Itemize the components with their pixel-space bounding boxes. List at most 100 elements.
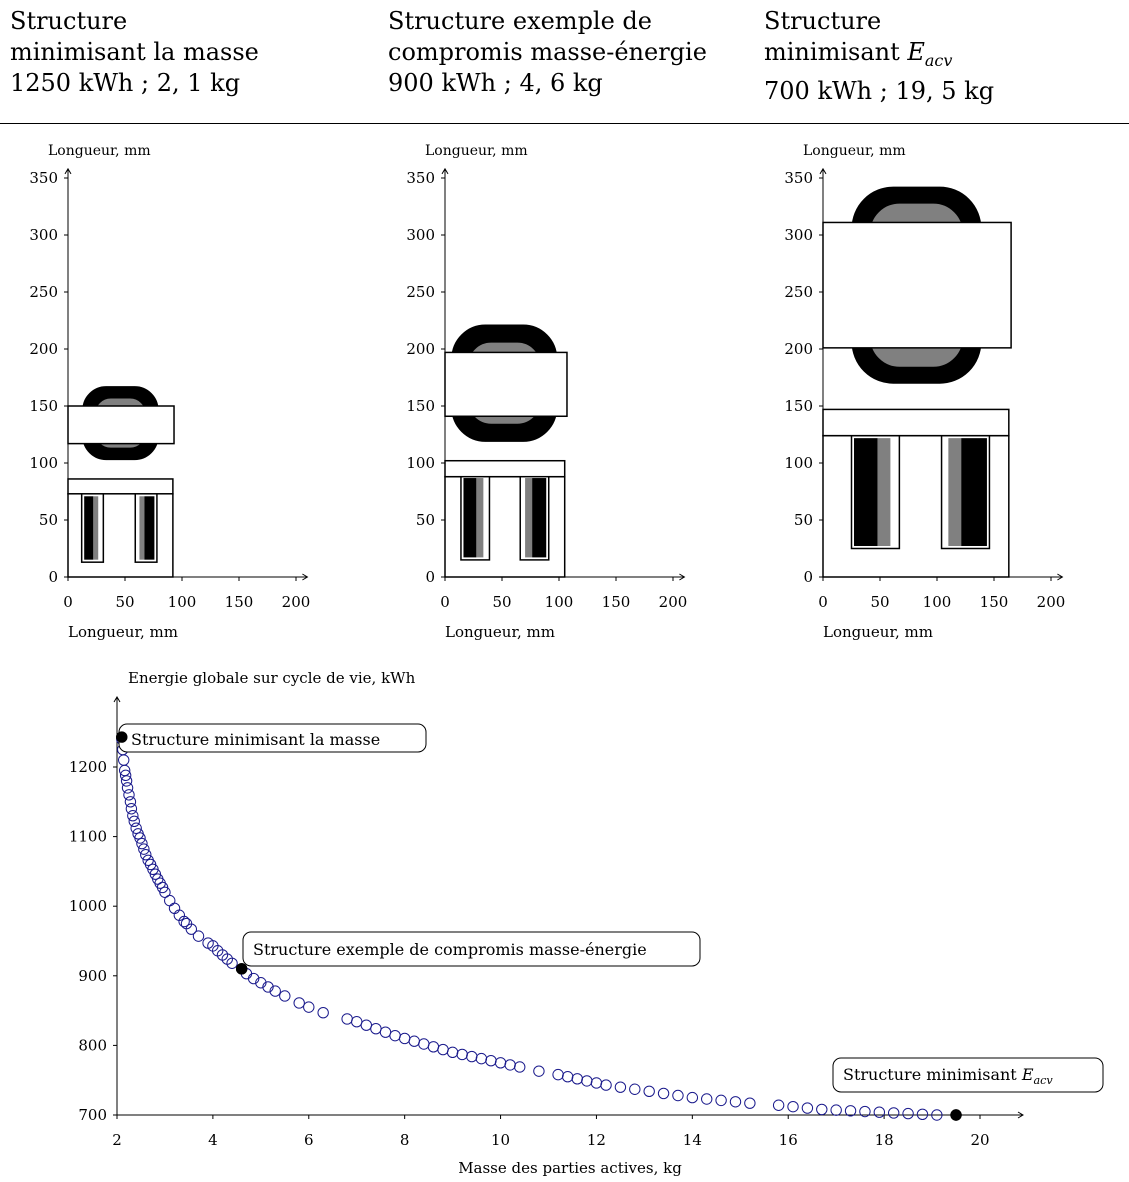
header-line: 1250 kWh ; 2, 1 kg xyxy=(10,69,241,97)
y-tick-label: 100 xyxy=(406,454,435,472)
data-point xyxy=(672,1089,684,1102)
data-point xyxy=(729,1096,742,1108)
header-line: compromis masse-énergie xyxy=(388,38,707,66)
winding-layer xyxy=(463,478,477,558)
data-point xyxy=(185,923,198,935)
data-point xyxy=(561,1071,574,1083)
x-tick-label: 100 xyxy=(923,593,952,611)
scatter-panel: 2 4 6 8 10 12 14 16 18 20 700 800 900 1000 1100 1200 Mas… xyxy=(69,669,1104,1177)
data-point xyxy=(494,1057,507,1069)
yoke-bar xyxy=(444,459,566,478)
winding-layer xyxy=(476,478,484,558)
data-point xyxy=(130,822,142,834)
winding-layer xyxy=(84,496,94,560)
data-point xyxy=(119,769,132,782)
data-point xyxy=(120,775,133,787)
y-tick-label: 250 xyxy=(784,283,813,301)
data-point xyxy=(164,894,176,907)
x-axis-arrow xyxy=(1017,1111,1024,1119)
winding-layer xyxy=(98,496,101,560)
winding-layer xyxy=(137,496,140,560)
x-axis-label: Longueur, mm xyxy=(823,623,933,641)
data-point xyxy=(192,930,205,942)
diagram-panel-3: 0 50 100 150 200 0 50 100 150 200 250 300 350 Longueu… xyxy=(784,143,1065,641)
annotation-box xyxy=(832,1057,1104,1093)
data-point xyxy=(125,803,138,815)
y-axis-arrow xyxy=(441,167,449,175)
data-point xyxy=(931,1109,943,1121)
data-point xyxy=(590,1077,603,1089)
data-point xyxy=(398,1032,411,1045)
data-point xyxy=(123,789,135,801)
x-tick-label: 4 xyxy=(208,1131,218,1149)
header-column-energy: Structure minimisant Eacv 700 kWh ; 19, … xyxy=(764,6,994,107)
data-point xyxy=(408,1035,420,1047)
y-axis-label: Longueur, mm xyxy=(48,143,151,159)
data-point xyxy=(657,1087,670,1100)
header-rule xyxy=(0,123,1129,124)
winding-layer xyxy=(877,438,891,546)
data-point xyxy=(571,1073,583,1085)
x-tick-label: 0 xyxy=(63,593,73,611)
data-point xyxy=(888,1107,900,1119)
x-tick-label: 0 xyxy=(440,593,450,611)
winding-layer xyxy=(522,478,526,558)
y-tick-label: 50 xyxy=(794,511,813,529)
x-axis-arrow xyxy=(1057,573,1064,581)
y-axis-label: Energie globale sur cycle de vie, kWh xyxy=(128,669,416,687)
x-tick-label: 12 xyxy=(587,1131,606,1149)
header-line: minimisant la masse xyxy=(10,38,259,66)
data-point xyxy=(128,815,140,827)
winding-layer xyxy=(525,478,533,558)
data-point xyxy=(916,1108,929,1121)
y-tick-label: 350 xyxy=(784,169,813,187)
data-point xyxy=(902,1107,914,1120)
data-point xyxy=(303,1001,315,1013)
data-point xyxy=(138,843,150,855)
y-tick-label: 1200 xyxy=(69,758,107,776)
y-tick-label: 800 xyxy=(78,1036,107,1054)
x-axis-label: Masse des parties actives, kg xyxy=(458,1159,682,1177)
core-plate xyxy=(822,221,1012,349)
y-tick-label: 150 xyxy=(29,397,58,415)
x-tick-label: 200 xyxy=(1037,593,1066,611)
data-point xyxy=(744,1097,756,1109)
x-tick-label: 100 xyxy=(168,593,197,611)
y-tick-label: 0 xyxy=(425,568,435,586)
y-tick-label: 150 xyxy=(784,397,813,415)
data-point xyxy=(269,985,281,997)
data-point xyxy=(140,848,152,861)
header-line: Structure exemple de xyxy=(388,7,652,35)
winding-layer xyxy=(890,438,897,546)
header-column-compromise: Structure exemple de compromis masse-éne… xyxy=(388,6,707,99)
data-point xyxy=(504,1059,516,1071)
y-axis-arrow xyxy=(113,696,121,703)
x-tick-label: 0 xyxy=(818,593,828,611)
yoke-bar xyxy=(822,408,1010,437)
core-plate xyxy=(67,405,175,445)
data-point xyxy=(446,1046,459,1059)
x-tick-label: 100 xyxy=(545,593,574,611)
data-point xyxy=(134,832,146,844)
x-tick-label: 20 xyxy=(970,1131,989,1149)
x-tick-label: 2 xyxy=(112,1131,122,1149)
x-tick-label: 8 xyxy=(400,1131,410,1149)
highlight-point xyxy=(950,1109,962,1121)
data-point xyxy=(351,1016,363,1028)
y-tick-label: 300 xyxy=(784,226,813,244)
annotation-label: Structure exemple de compromis masse-éne… xyxy=(253,940,647,959)
data-point xyxy=(614,1081,627,1093)
data-point xyxy=(418,1038,430,1050)
y-tick-label: 200 xyxy=(406,340,435,358)
x-tick-label: 50 xyxy=(115,593,134,611)
y-axis-label: Longueur, mm xyxy=(803,143,906,159)
data-point xyxy=(293,997,305,1009)
x-tick-label: 150 xyxy=(980,593,1009,611)
data-point xyxy=(178,915,190,928)
y-tick-label: 250 xyxy=(29,283,58,301)
x-tick-label: 14 xyxy=(683,1131,702,1149)
data-point xyxy=(168,902,181,914)
yoke-bar xyxy=(67,478,174,495)
data-point xyxy=(247,972,260,985)
